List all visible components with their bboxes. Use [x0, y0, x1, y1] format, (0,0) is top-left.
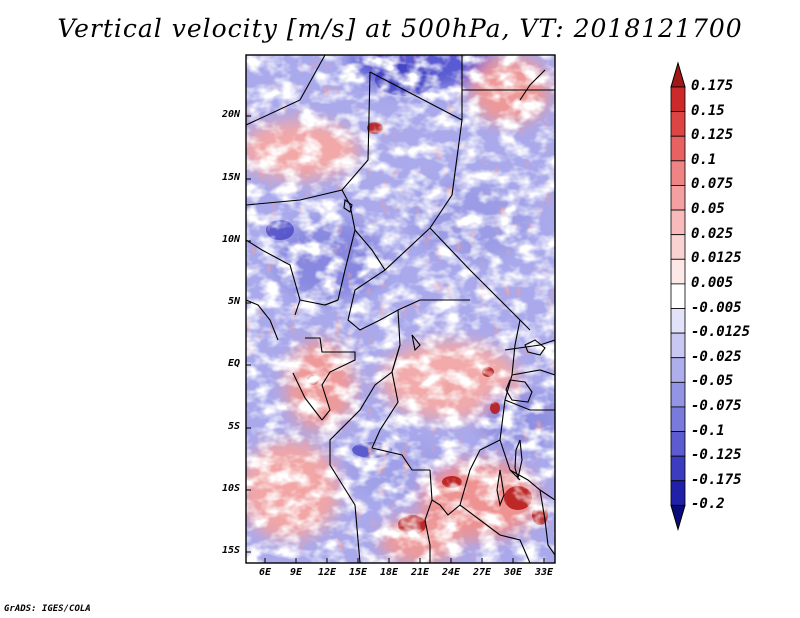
colorbar — [670, 61, 686, 532]
colorbar-label: 0.15 — [691, 102, 725, 119]
colorbar-segment — [670, 209, 686, 236]
colorbar-segment — [670, 431, 686, 457]
colorbar-segment — [670, 332, 686, 359]
lat-label: EQ — [227, 358, 240, 369]
colorbar-segment — [670, 480, 686, 506]
lon-label: 18E — [379, 567, 399, 578]
lon-label: 15E — [348, 567, 368, 578]
lon-label: 33E — [534, 567, 554, 578]
country-borders — [246, 55, 555, 563]
colorbar-label: 0.025 — [691, 225, 734, 242]
colorbar-label: 0.075 — [691, 176, 734, 193]
latitude-ticks — [246, 115, 251, 553]
lon-label: 6E — [258, 567, 272, 578]
colorbar-segment — [670, 258, 686, 285]
vertical-velocity-field — [246, 55, 555, 563]
colorbar-label: 0.1 — [691, 151, 717, 168]
colorbar-label: -0.025 — [691, 348, 742, 365]
map-frame — [245, 54, 556, 564]
grads-credit: GrADS: IGES/COLA — [4, 604, 91, 614]
lat-label: 15N — [221, 172, 240, 183]
colorbar-segment — [670, 308, 686, 334]
colorbar-segment — [670, 357, 686, 383]
colorbar-segment — [670, 283, 686, 309]
lat-label: 20N — [221, 109, 240, 120]
colorbar-segment — [670, 135, 686, 162]
lon-label: 24E — [441, 567, 461, 578]
lat-label: 5N — [227, 296, 240, 307]
lat-label: 10N — [221, 234, 240, 245]
colorbar-label: 0.175 — [691, 78, 734, 94]
colorbar-label: 0.005 — [691, 274, 734, 291]
lat-label: 15S — [221, 545, 240, 556]
lat-label: 5S — [227, 421, 240, 432]
colorbar-segment — [670, 455, 686, 482]
colorbar-segment — [670, 406, 686, 432]
colorbar-label: -0.0125 — [691, 324, 751, 341]
map-title: Vertical velocity [m/s] at 500hPa, VT: 2… — [57, 14, 743, 43]
colorbar-segment — [670, 381, 686, 408]
colorbar-label: -0.175 — [691, 471, 742, 488]
colorbar-segment — [670, 86, 686, 113]
colorbar-segment — [670, 160, 686, 186]
colorbar-label: 0.05 — [691, 201, 725, 218]
colorbar-segment — [670, 234, 686, 260]
longitude-ticks — [264, 558, 545, 563]
colorbar-segment — [670, 185, 686, 211]
lon-label: 30E — [503, 567, 523, 578]
colorbar-label: 0.125 — [691, 127, 734, 144]
lon-label: 27E — [472, 567, 492, 578]
colorbar-label: -0.05 — [691, 373, 734, 390]
lon-label: 9E — [289, 567, 303, 578]
colorbar-top-arrow — [670, 61, 686, 88]
colorbar-label: -0.2 — [691, 496, 725, 513]
lat-label: 10S — [221, 483, 240, 494]
lon-label: 21E — [410, 567, 430, 578]
colorbar-label: 0.0125 — [691, 250, 742, 267]
colorbar-bottom-arrow — [670, 504, 686, 532]
colorbar-segment — [670, 111, 686, 137]
lon-label: 12E — [317, 567, 337, 578]
colorbar-label: -0.075 — [691, 397, 742, 414]
colorbar-label: -0.005 — [691, 299, 742, 316]
colorbar-label: -0.1 — [691, 422, 725, 439]
colorbar-label: -0.125 — [691, 447, 742, 464]
